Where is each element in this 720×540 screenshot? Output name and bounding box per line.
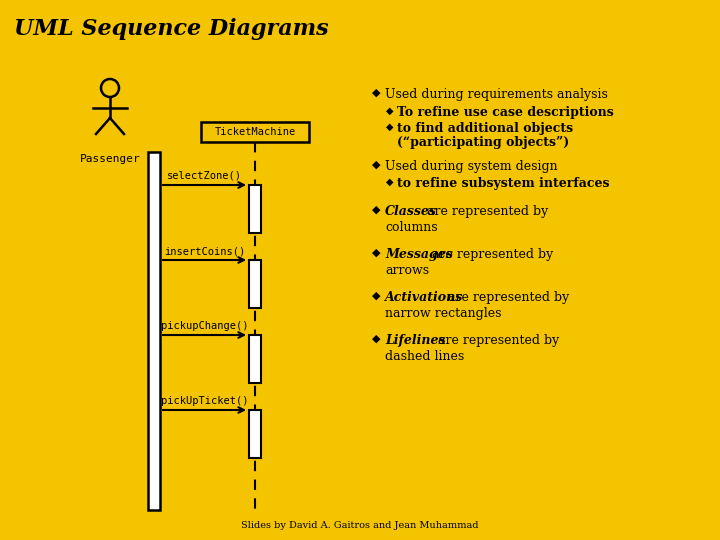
Text: Lifelines: Lifelines (385, 334, 446, 347)
Bar (249, 335, 261, 383)
Text: columns: columns (385, 221, 438, 234)
Text: are represented by: are represented by (428, 248, 554, 261)
Text: Passenger: Passenger (80, 154, 140, 164)
Text: selectZone(): selectZone() (167, 171, 242, 181)
Text: To refine use case descriptions: To refine use case descriptions (397, 106, 613, 119)
Text: insertCoins(): insertCoins() (164, 246, 245, 256)
Text: are represented by: are represented by (433, 334, 559, 347)
Text: Used during system design: Used during system design (385, 160, 557, 173)
Text: to refine subsystem interfaces: to refine subsystem interfaces (397, 177, 610, 190)
Text: are represented by: are represented by (423, 205, 548, 218)
Text: (“participating objects”): (“participating objects”) (397, 136, 570, 149)
Text: ◆: ◆ (372, 291, 380, 301)
Text: ◆: ◆ (386, 122, 394, 132)
Bar (201, 122, 309, 142)
Text: ◆: ◆ (372, 248, 380, 258)
Text: ◆: ◆ (372, 334, 380, 344)
Text: ◆: ◆ (386, 177, 394, 187)
Text: are represented by: are represented by (444, 291, 570, 304)
Text: Slides by David A. Gaitros and Jean Muhammad: Slides by David A. Gaitros and Jean Muha… (241, 521, 479, 530)
Text: Messages: Messages (385, 248, 453, 261)
Text: TicketMachine: TicketMachine (215, 127, 296, 137)
Text: Classes: Classes (385, 205, 437, 218)
Bar (148, 152, 160, 510)
Text: ◆: ◆ (372, 205, 380, 215)
Text: Used during requirements analysis: Used during requirements analysis (385, 88, 608, 101)
Text: pickupChange(): pickupChange() (161, 321, 248, 331)
Text: Activations: Activations (385, 291, 463, 304)
Text: ◆: ◆ (386, 106, 394, 116)
Text: ◆: ◆ (372, 160, 380, 170)
Text: dashed lines: dashed lines (385, 350, 464, 363)
Bar (249, 260, 261, 308)
Text: arrows: arrows (385, 264, 429, 277)
Text: pickUpTicket(): pickUpTicket() (161, 396, 248, 406)
Text: ◆: ◆ (372, 88, 380, 98)
Text: narrow rectangles: narrow rectangles (385, 307, 502, 320)
Text: UML Sequence Diagrams: UML Sequence Diagrams (14, 18, 328, 40)
Bar (249, 410, 261, 458)
Bar (249, 185, 261, 233)
Text: to find additional objects: to find additional objects (397, 122, 573, 135)
